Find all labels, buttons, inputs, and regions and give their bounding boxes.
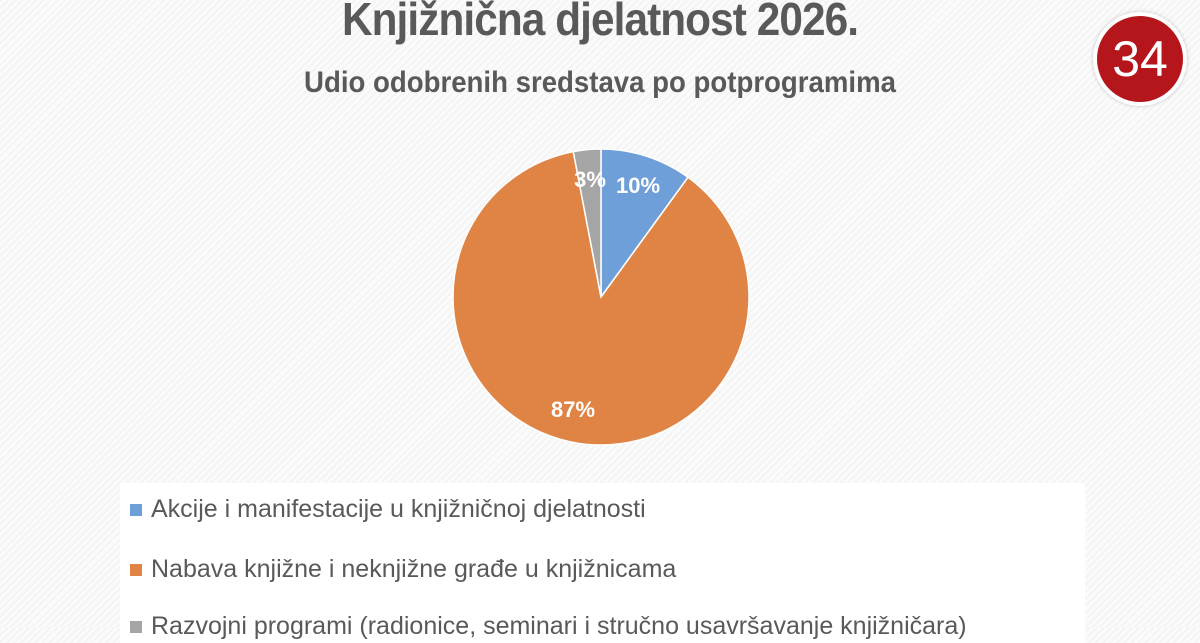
- chart-subtitle: Udio odobrenih sredstava po potprogramim…: [304, 66, 896, 99]
- legend-item: Nabava knjižne i neknjižne građe u knjiž…: [130, 555, 676, 584]
- chart-title: Knjižnična djelatnost 2026.: [341, 0, 859, 45]
- logo-badge: 34: [1093, 12, 1187, 106]
- pie-slice: [600, 148, 690, 300]
- pie-slice: [572, 148, 602, 298]
- legend-swatch: [130, 503, 142, 516]
- data-label: 87%: [551, 397, 595, 422]
- pie-slice: [452, 150, 750, 446]
- legend-label: Akcije i manifestacije u knjižničnoj dje…: [151, 495, 646, 523]
- data-label: 3%: [574, 167, 606, 192]
- legend-label: Nabava knjižne i neknjižne građe u knjiž…: [151, 555, 677, 583]
- data-label: 10%: [616, 173, 660, 198]
- legend: Akcije i manifestacije u knjižničnoj dje…: [120, 483, 1085, 643]
- legend-item: Akcije i manifestacije u knjižničnoj dje…: [130, 495, 646, 524]
- legend-swatch: [130, 563, 142, 576]
- pie-chart: 10% 87% 3%: [452, 148, 750, 446]
